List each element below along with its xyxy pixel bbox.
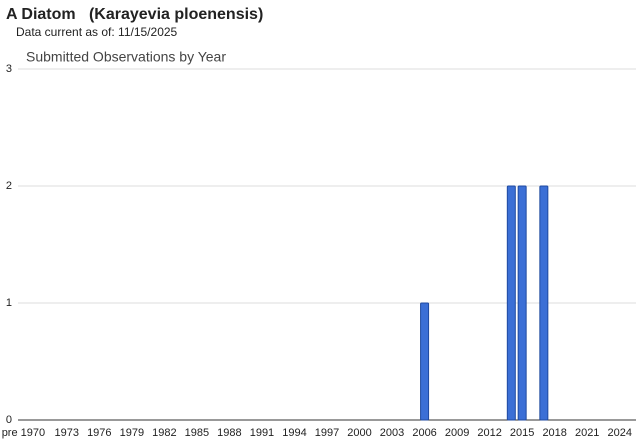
bar (539, 185, 549, 421)
x-tick-label: 1991 (250, 427, 274, 439)
y-tick-label: 2 (6, 180, 12, 192)
x-tick-label: 2015 (510, 427, 534, 439)
bar (420, 302, 430, 421)
x-tick-label: 2003 (380, 427, 404, 439)
x-tick-label: 2006 (412, 427, 436, 439)
x-tick-label: 2018 (542, 427, 566, 439)
y-tick-label: 1 (6, 297, 12, 309)
x-tick-label: 1973 (55, 427, 79, 439)
x-tick-label: 2012 (477, 427, 501, 439)
x-tick-label: 1988 (217, 427, 241, 439)
y-tick-label: 0 (6, 414, 12, 426)
x-tick-label: 1982 (152, 427, 176, 439)
chart-title: Submitted Observations by Year (26, 49, 226, 65)
x-tick-label: pre 1970 (2, 427, 45, 439)
x-tick-label: 2024 (607, 427, 631, 439)
x-tick-label: 1997 (315, 427, 339, 439)
bar (517, 185, 527, 421)
x-tick-label: 2000 (347, 427, 371, 439)
subtitle: Data current as of: 11/15/2025 (16, 25, 178, 39)
x-tick-label: 1976 (87, 427, 111, 439)
x-tick-label: 1985 (185, 427, 209, 439)
bar (506, 185, 516, 421)
page-title: A Diatom (Karayevia ploenensis) (6, 6, 263, 23)
y-tick-label: 3 (6, 63, 12, 75)
x-tick-label: 1994 (282, 427, 306, 439)
x-tick-label: 2021 (575, 427, 599, 439)
x-tick-label: 1979 (120, 427, 144, 439)
x-tick-label: 2009 (445, 427, 469, 439)
